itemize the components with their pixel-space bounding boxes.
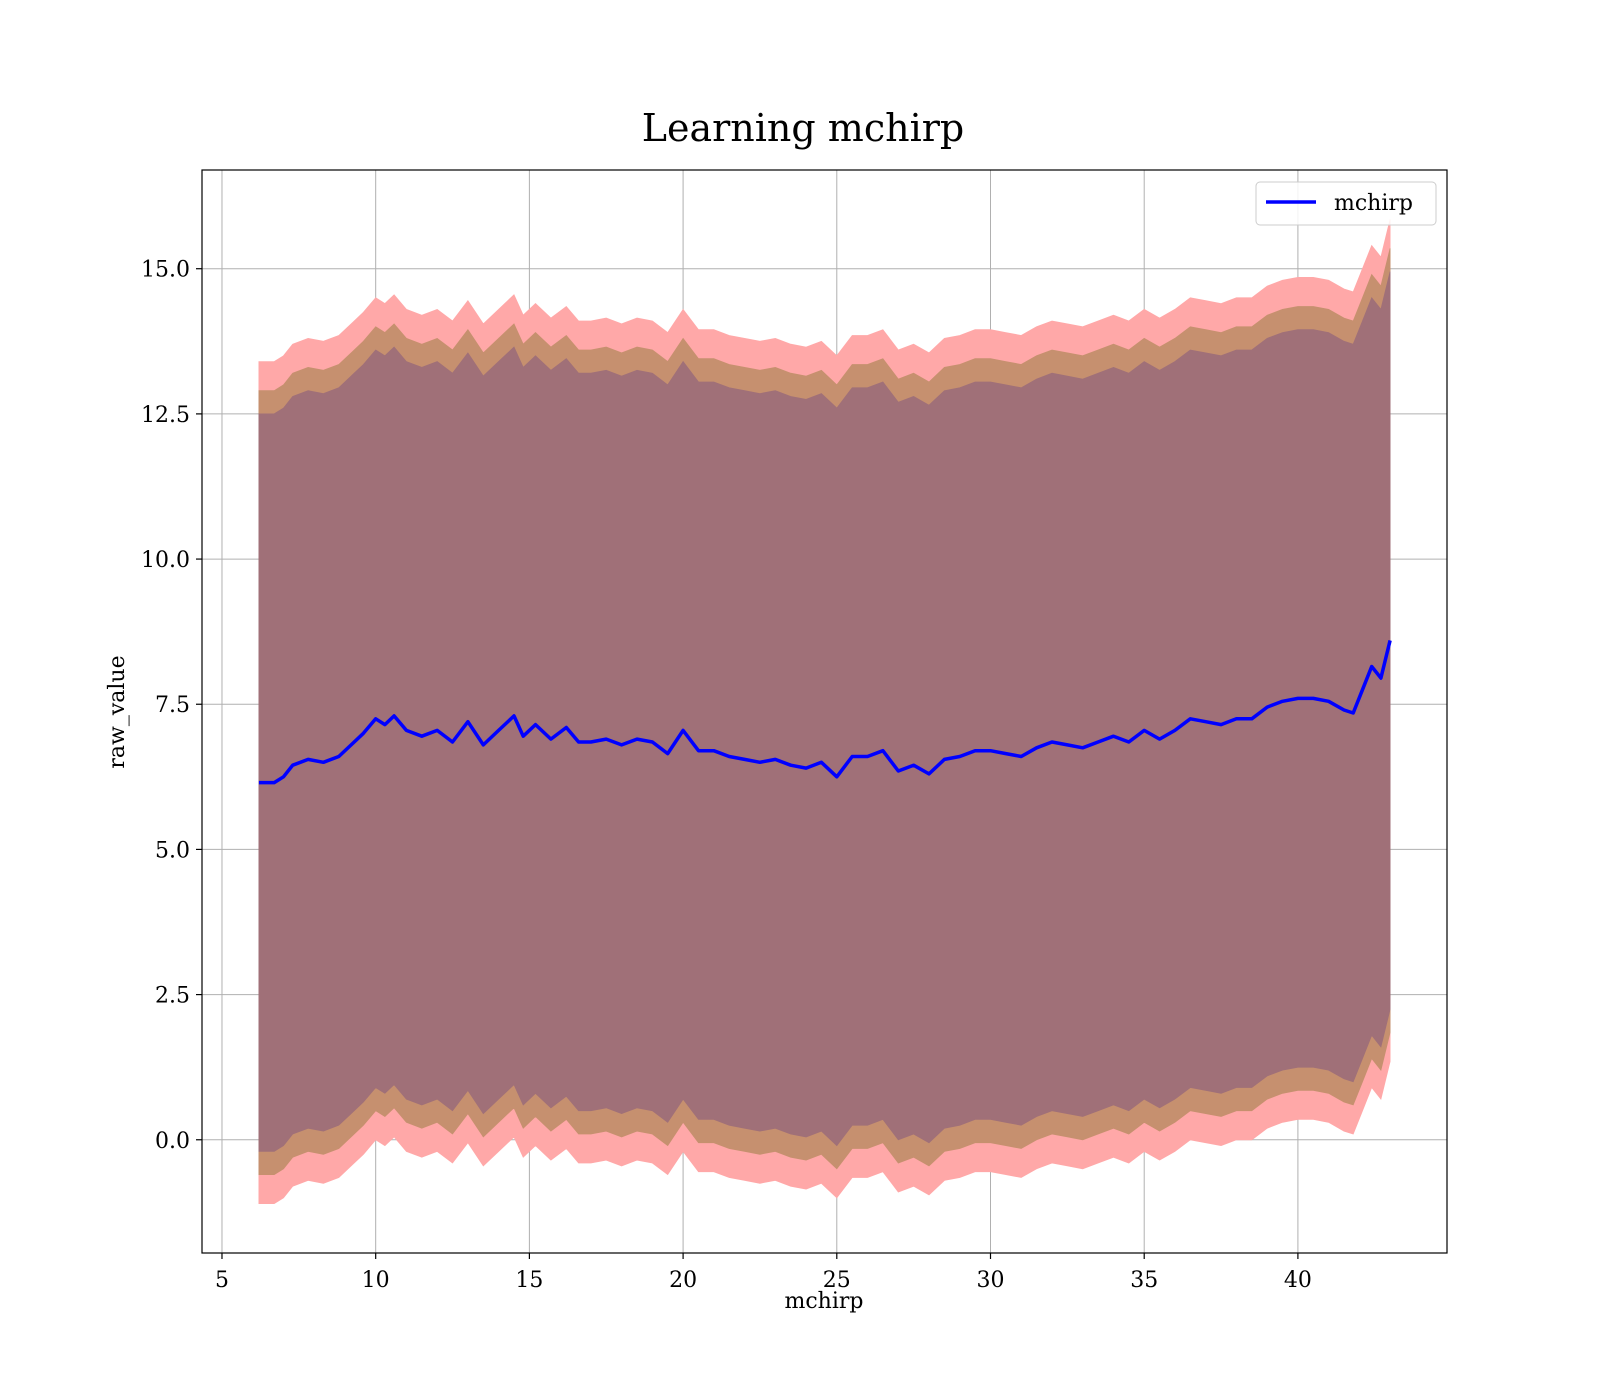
plot-frame: [201, 169, 1448, 1254]
y-tick-label: 0.0: [155, 1129, 190, 1154]
y-tick-label: 2.5: [155, 984, 190, 1009]
y-tick-label: 15.0: [141, 258, 190, 283]
y-axis-ticks: 0.0 2.5 5.0 7.5 10.0 12.5 15.0: [141, 258, 202, 1154]
legend-label: mchirp: [1334, 191, 1413, 216]
band-inner: [258, 271, 1391, 1152]
x-tick-label: 10: [362, 1268, 390, 1293]
series-lines: [258, 639, 1392, 785]
x-tick-label: 35: [1130, 1268, 1158, 1293]
x-tick-label: 5: [215, 1268, 229, 1293]
y-tick-label: 12.5: [141, 403, 190, 428]
series-line-mchirp: [258, 639, 1392, 785]
legend-box: [1255, 181, 1437, 226]
x-tick-label: 30: [977, 1268, 1005, 1293]
legend: mchirp: [1255, 181, 1437, 226]
y-tick-label: 10.0: [141, 548, 190, 573]
y-tick-label: 5.0: [155, 838, 190, 863]
y-axis-label: raw_value: [105, 655, 130, 768]
y-tick-label: 7.5: [155, 693, 190, 718]
x-axis-label: mchirp: [785, 1289, 864, 1314]
x-tick-label: 25: [823, 1268, 851, 1293]
x-tick-label: 20: [669, 1268, 697, 1293]
x-tick-label: 40: [1284, 1268, 1312, 1293]
confidence-bands: [258, 219, 1391, 1204]
chart-title: Learning mchirp: [642, 106, 964, 150]
x-tick-label: 15: [515, 1268, 543, 1293]
x-axis-ticks: 5 10 15 20 25 30 35 40: [215, 1253, 1312, 1293]
